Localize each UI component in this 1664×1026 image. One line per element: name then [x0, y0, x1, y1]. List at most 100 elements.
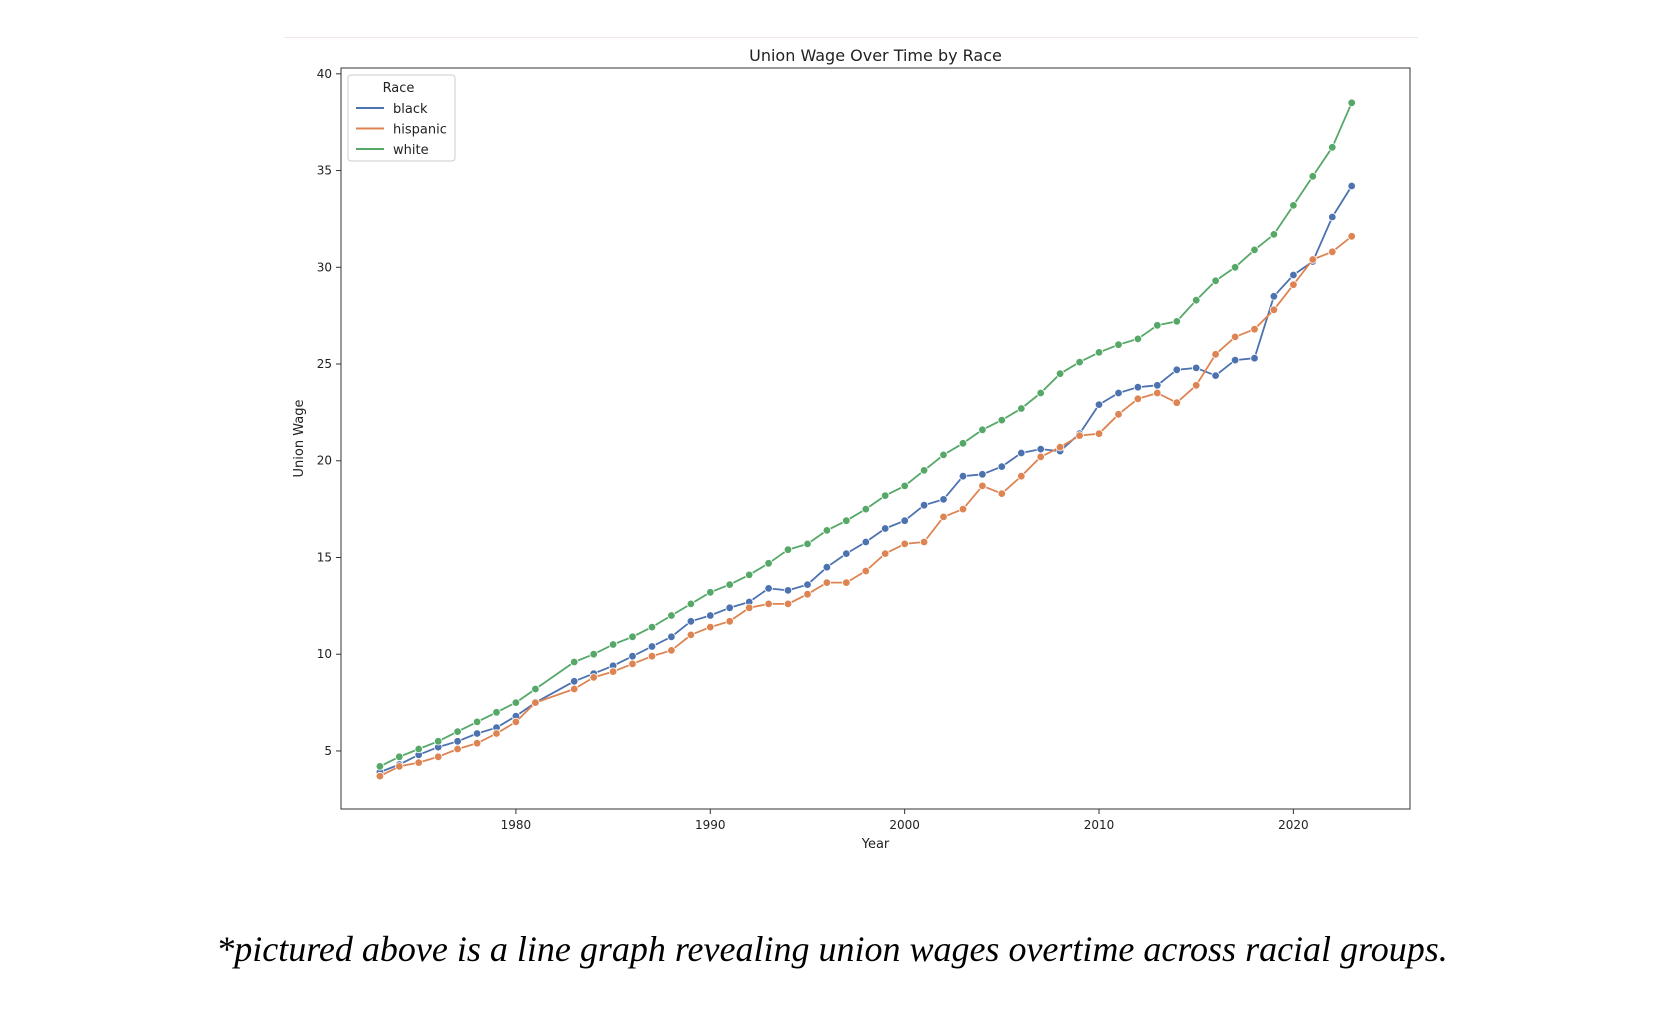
- y-tick-label-35: 35: [317, 164, 332, 178]
- data-point-hispanic-2023: [1347, 232, 1356, 241]
- data-point-white-1979: [492, 708, 501, 717]
- data-point-hispanic-2017: [1230, 332, 1240, 342]
- data-point-black-1983: [570, 677, 579, 686]
- data-point-white-2017: [1230, 263, 1240, 272]
- data-point-hispanic-1979: [492, 729, 501, 738]
- data-point-hispanic-2003: [958, 504, 968, 514]
- data-point-white-2008: [1055, 369, 1065, 378]
- data-point-hispanic-2006: [1017, 472, 1026, 481]
- x-tick-label-1990: 1990: [695, 818, 726, 832]
- data-point-hispanic-1973: [375, 771, 385, 781]
- data-point-hispanic-2022: [1328, 247, 1337, 256]
- data-point-black-2003: [958, 472, 968, 481]
- data-point-hispanic-1990: [706, 622, 715, 632]
- data-point-black-1993: [764, 584, 773, 593]
- axes-layer: 1980 1990 2000 2010 2020 5 10 15 20 25 30 35 40: [317, 67, 1411, 832]
- data-point-black-2013: [1153, 381, 1162, 390]
- data-point-white-1978: [472, 717, 482, 727]
- data-point-hispanic-1994: [783, 599, 793, 609]
- data-point-white-1975: [414, 744, 423, 754]
- data-point-hispanic-1983: [570, 684, 579, 694]
- data-point-white-1992: [745, 570, 754, 580]
- y-tick-label-10: 10: [317, 647, 332, 661]
- data-point-black-2006: [1017, 448, 1026, 458]
- data-point-black-1997: [842, 549, 851, 558]
- data-point-hispanic-2014: [1172, 398, 1181, 407]
- data-point-white-1991: [725, 580, 734, 589]
- data-point-black-2022: [1328, 212, 1337, 222]
- plot-background: [341, 68, 1410, 809]
- data-point-white-1988: [667, 611, 676, 620]
- data-point-black-2018: [1250, 354, 1259, 363]
- data-point-hispanic-2019: [1269, 305, 1279, 314]
- data-point-white-2019: [1269, 230, 1279, 239]
- data-point-white-2023: [1347, 98, 1356, 107]
- data-point-white-2007: [1036, 388, 1045, 398]
- data-point-black-1987: [647, 642, 657, 651]
- data-point-black-2001: [919, 501, 929, 510]
- x-tick-label-2000: 2000: [889, 818, 920, 832]
- data-point-white-2002: [939, 450, 948, 460]
- data-point-hispanic-1986: [628, 659, 637, 669]
- figure-caption: *pictured above is a line graph revealin…: [216, 929, 1448, 969]
- data-point-hispanic-1980: [511, 717, 521, 727]
- data-point-hispanic-2007: [1036, 452, 1045, 462]
- data-point-hispanic-1995: [803, 590, 812, 599]
- y-tick-label-25: 25: [317, 357, 332, 371]
- data-point-hispanic-1991: [725, 617, 734, 626]
- data-point-white-2020: [1289, 201, 1298, 210]
- data-point-white-1989: [686, 599, 696, 609]
- series-black: [375, 181, 1356, 777]
- data-point-hispanic-1987: [647, 652, 657, 661]
- data-point-white-1997: [842, 516, 851, 525]
- data-point-hispanic-2009: [1075, 431, 1084, 440]
- data-point-white-2016: [1211, 276, 1220, 285]
- data-point-black-2007: [1036, 444, 1045, 454]
- data-point-hispanic-2011: [1114, 410, 1123, 419]
- data-point-white-2006: [1017, 404, 1026, 413]
- data-point-black-2004: [978, 470, 987, 479]
- data-point-black-2010: [1094, 400, 1104, 409]
- data-point-white-1976: [434, 737, 443, 746]
- x-tick-label-2010: 2010: [1084, 818, 1115, 832]
- data-point-hispanic-1978: [472, 739, 482, 748]
- data-point-black-1989: [686, 617, 696, 626]
- data-point-white-2010: [1094, 348, 1104, 357]
- data-point-hispanic-2020: [1289, 280, 1298, 289]
- data-point-white-1996: [822, 526, 832, 535]
- data-point-white-1990: [706, 588, 715, 597]
- y-tick-label-5: 5: [324, 744, 332, 758]
- x-tick-label-2020: 2020: [1278, 818, 1309, 832]
- data-point-white-1983: [570, 657, 579, 667]
- data-point-white-1994: [783, 545, 793, 554]
- data-point-white-1998: [861, 504, 870, 514]
- data-point-black-1995: [803, 580, 812, 589]
- data-point-white-1974: [395, 752, 404, 761]
- data-point-black-1990: [706, 611, 715, 620]
- data-point-hispanic-1985: [608, 667, 618, 676]
- chart-title: Union Wage Over Time by Race: [749, 46, 1002, 65]
- data-point-black-2015: [1191, 363, 1201, 373]
- data-point-black-1999: [881, 524, 890, 533]
- data-point-white-2011: [1114, 340, 1123, 349]
- data-point-black-2000: [900, 516, 909, 525]
- data-point-white-2014: [1172, 317, 1181, 326]
- legend-label-black: black: [393, 102, 428, 117]
- data-point-black-1991: [725, 603, 734, 612]
- data-point-hispanic-2000: [900, 539, 909, 549]
- data-point-hispanic-2012: [1133, 394, 1143, 403]
- y-tick-label-20: 20: [317, 454, 332, 468]
- data-point-hispanic-1993: [764, 599, 773, 609]
- data-point-white-1999: [881, 491, 890, 500]
- data-point-white-2012: [1133, 334, 1143, 344]
- x-axis-title: Year: [861, 837, 890, 852]
- data-point-white-2001: [919, 466, 929, 475]
- data-point-white-2018: [1250, 245, 1259, 255]
- data-point-black-2017: [1230, 355, 1240, 365]
- data-point-black-1988: [667, 632, 676, 641]
- data-point-hispanic-1992: [745, 603, 754, 612]
- data-point-hispanic-1976: [434, 752, 443, 761]
- legend: Race black hispanic white: [347, 74, 456, 162]
- data-point-white-1981: [531, 684, 540, 694]
